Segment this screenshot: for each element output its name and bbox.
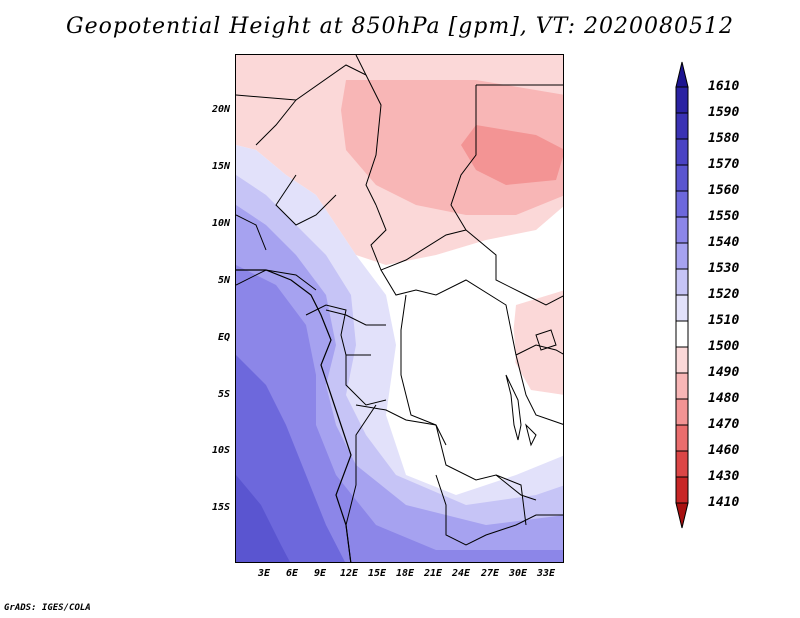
lon-tick: 27E (480, 568, 500, 579)
colorbar-label: 1590 (708, 105, 740, 120)
lon-tick: 15E (367, 568, 387, 579)
colorbar-label: 1580 (708, 131, 740, 146)
lat-tick: 10S (211, 445, 230, 456)
colorbar-label: 1540 (708, 235, 740, 250)
colorbar-label: 1460 (708, 443, 740, 458)
colorbar-swatch (675, 112, 689, 140)
colorbar-label: 1550 (708, 209, 740, 224)
lon-tick: 6E (285, 568, 299, 579)
colorbar-label: 1510 (708, 313, 740, 328)
colorbar-label: 1480 (708, 391, 740, 406)
colorbar-label: 1560 (708, 183, 740, 198)
chart-title: Geopotential Height at 850hPa [gpm], VT:… (66, 14, 734, 39)
colorbar-swatch (675, 320, 689, 348)
colorbar-swatch (675, 398, 689, 426)
lon-tick: 3E (257, 568, 271, 579)
lat-tick: 10N (211, 218, 230, 229)
lat-tick: 15S (211, 502, 230, 513)
lon-tick: 21E (423, 568, 443, 579)
map-panel (235, 54, 564, 563)
lat-tick: 5N (217, 275, 230, 286)
colorbar-swatch (675, 424, 689, 452)
colorbar-swatch (675, 346, 689, 374)
lon-tick: 9E (313, 568, 327, 579)
colorbar-swatch (675, 294, 689, 322)
colorbar-swatch (675, 450, 689, 478)
colorbar-label: 1500 (708, 339, 740, 354)
colorbar-label: 1430 (708, 469, 740, 484)
colorbar-label: 1490 (708, 365, 740, 380)
colorbar-swatch (675, 164, 689, 192)
colorbar-label: 1570 (708, 157, 740, 172)
colorbar-bottom-arrow (675, 502, 689, 529)
colorbar-label: 1530 (708, 261, 740, 276)
grads-credit: GrADS: IGES/COLA (4, 603, 91, 613)
colorbar-label: 1410 (708, 495, 740, 510)
colorbar-label: 1520 (708, 287, 740, 302)
colorbar-swatch (675, 190, 689, 218)
lon-tick: 18E (395, 568, 415, 579)
lat-tick: 20N (211, 104, 230, 115)
colorbar-top-arrow (675, 61, 689, 88)
lat-tick: EQ (217, 332, 230, 343)
colorbar-swatch (675, 216, 689, 244)
colorbar-label: 1470 (708, 417, 740, 432)
colorbar-swatch (675, 86, 689, 114)
lat-tick: 5S (217, 389, 230, 400)
colorbar-swatch (675, 268, 689, 296)
lon-tick: 33E (536, 568, 556, 579)
lon-tick: 30E (508, 568, 528, 579)
colorbar-swatch (675, 372, 689, 400)
colorbar-swatch (675, 138, 689, 166)
colorbar-swatch (675, 476, 689, 504)
colorbar-label: 1610 (708, 79, 740, 94)
colorbar-swatch (675, 242, 689, 270)
lon-tick: 12E (339, 568, 359, 579)
lat-tick: 15N (211, 161, 230, 172)
lon-tick: 24E (451, 568, 471, 579)
map-field (236, 55, 563, 562)
